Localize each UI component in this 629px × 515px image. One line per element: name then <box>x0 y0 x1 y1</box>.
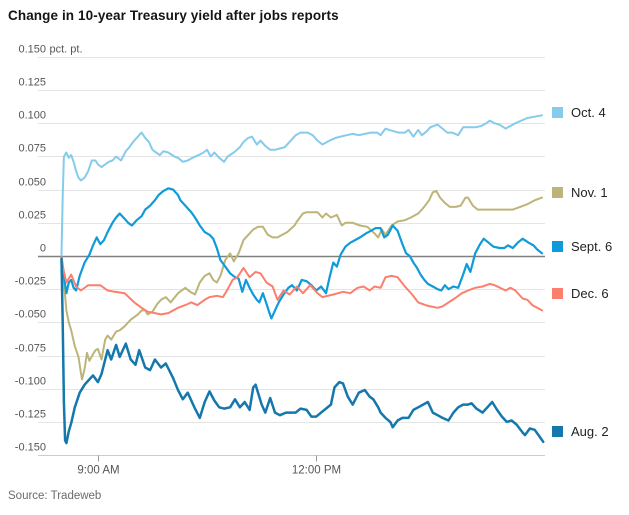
y-axis-label: -0.050 <box>15 309 46 321</box>
y-axis-label: -0.150 <box>15 442 46 454</box>
y-axis-label: 0.025 <box>18 210 46 222</box>
series-line-sept-6 <box>60 187 544 320</box>
series-line-aug-2 <box>60 257 545 445</box>
chart-title: Change in 10-year Treasury yield after j… <box>8 8 339 23</box>
y-axis-label: 0.150 <box>18 44 46 56</box>
series-line-oct-4 <box>60 114 543 256</box>
y-axis-label: 0.075 <box>18 143 46 155</box>
y-axis-label: -0.100 <box>15 376 46 388</box>
x-axis-label: 9:00 AM <box>77 465 119 477</box>
y-axis-label: 0 <box>40 243 46 255</box>
y-axis-label: -0.025 <box>15 276 46 288</box>
y-axis-unit-label: pct. pt. <box>50 44 83 56</box>
y-axis-label: 0.125 <box>18 77 46 89</box>
y-axis-label: 0.050 <box>18 177 46 189</box>
series-line-dec-6 <box>60 256 543 316</box>
y-axis-label: 0.100 <box>18 110 46 122</box>
y-axis-label: -0.075 <box>15 343 46 355</box>
x-axis-label: 12:00 PM <box>292 465 341 477</box>
y-axis-label: -0.125 <box>15 409 46 421</box>
source-note: Source: Tradeweb <box>8 490 102 502</box>
series-line-nov-1 <box>60 190 543 381</box>
